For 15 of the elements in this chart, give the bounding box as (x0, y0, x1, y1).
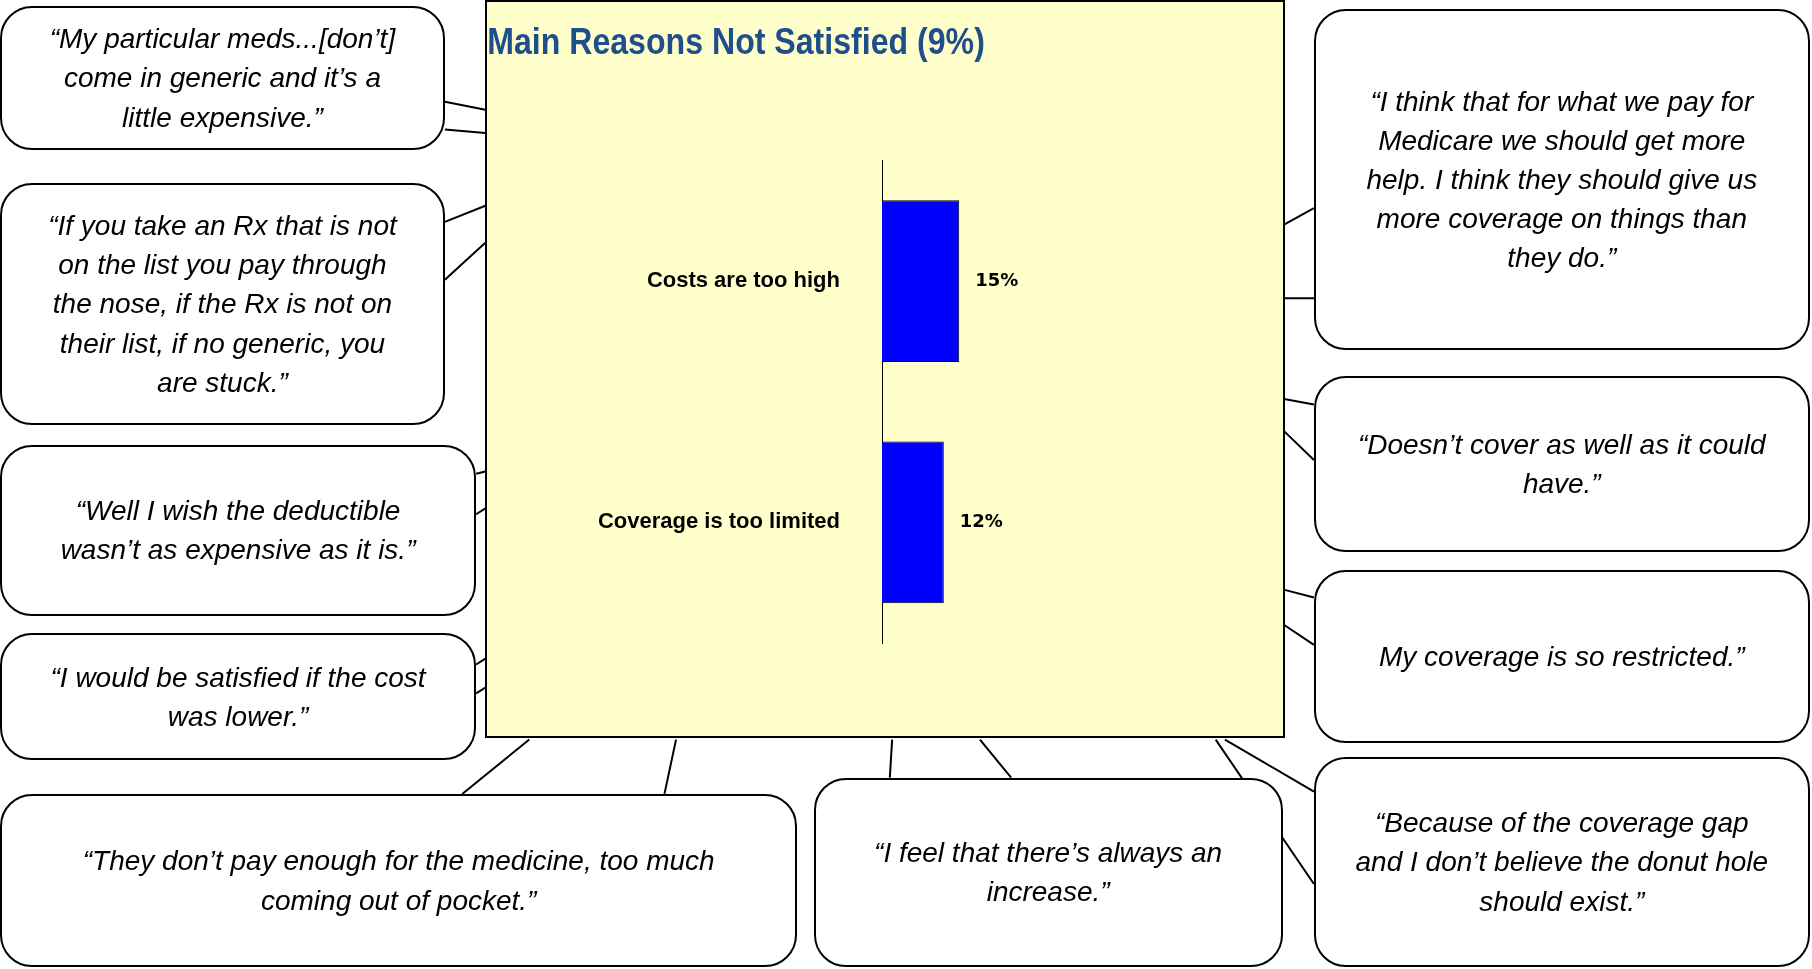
y-tick-label: Coverage is too limited (597, 508, 840, 534)
text: “Doesn’t cover as well as it could have.” (1356, 427, 1768, 501)
text: “Well I wish the deductible wasn’t as expensive as it is.” (59, 494, 418, 568)
text: “Because of the coverage gap and I don’t believe the donut hole should exist.” (1354, 806, 1770, 919)
text: “My particular meds...[don’t] come in generic and it’s a little expensive.” (48, 22, 397, 135)
text: “If you take an Rx that is not on the list you pay through the nose, if the Rx is not on their list, if no generic, you are stuck.” (47, 208, 399, 400)
text: “I would be satisfied if the cost was lower.” (49, 660, 428, 734)
text: “They don’t pay enough for the medicine, too much coming out of pocket.” (81, 844, 716, 918)
chart-title: Main Reasons Not Satisfied (9%) (487, 21, 985, 62)
data-label: 12% (959, 510, 1003, 532)
y-tick-label: Costs are too high (646, 267, 840, 293)
text: “I feel that there’s always an increase.” (873, 836, 1224, 910)
text: My coverage is so restricted.” (1378, 639, 1745, 674)
text: “I think that for what we pay for Medicare we should get more help. I think they should give us more coverage on things than they do.” (1365, 84, 1759, 276)
data-label: 15% (975, 268, 1019, 290)
